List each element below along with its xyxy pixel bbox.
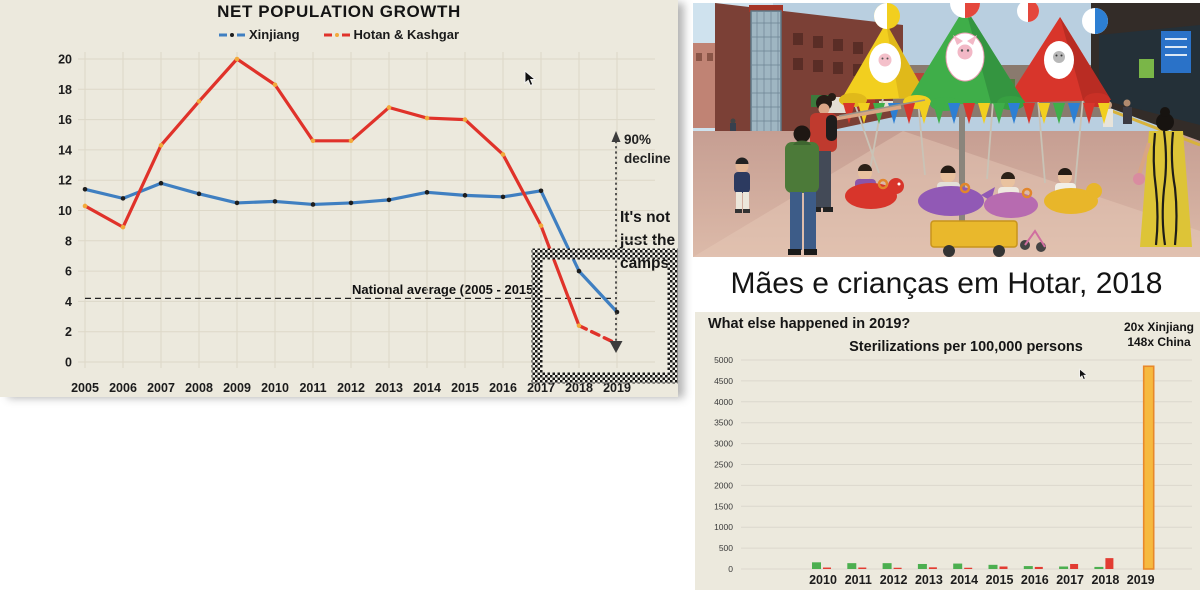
- section-heading: What else happened in 2019?: [708, 316, 911, 332]
- ride-seats: [845, 164, 1102, 218]
- svg-text:8: 8: [65, 234, 72, 248]
- svg-text:2010: 2010: [809, 573, 837, 587]
- svg-text:2018: 2018: [1091, 573, 1119, 587]
- ride-base: [930, 220, 1046, 257]
- svg-text:1500: 1500: [714, 501, 733, 511]
- x-axis-labels: 2005 2006 2007 2008 2009 2010 2011 2012 2013 2014…: [71, 381, 631, 395]
- svg-text:4500: 4500: [714, 376, 733, 386]
- y-axis-labels: 0 500 1000 1500 2000 2500 3000 3500 4000 4500 5000: [714, 355, 733, 574]
- svg-text:16: 16: [58, 113, 72, 127]
- annotation-line-1: 20x Xinjiang: [1123, 320, 1195, 334]
- national-average-label: National average (2005 - 2015): [352, 282, 538, 297]
- svg-text:2007: 2007: [147, 381, 175, 395]
- mouse-cursor-small: [1079, 368, 1088, 380]
- svg-text:2015: 2015: [986, 573, 1014, 587]
- legend-line-icon: [323, 32, 350, 37]
- svg-text:2016: 2016: [1021, 573, 1049, 587]
- svg-text:14: 14: [58, 143, 72, 157]
- svg-text:6: 6: [65, 265, 72, 279]
- svg-text:2018: 2018: [565, 381, 593, 395]
- svg-text:2006: 2006: [109, 381, 137, 395]
- sterilizations-chart-panel: What else happened in 2019? Sterilizatio…: [695, 312, 1200, 590]
- bar-chart: 0 500 1000 1500 2000 2500 3000 3500 4000 4500 5000…: [714, 355, 1192, 587]
- legend-line-icon: [218, 32, 245, 37]
- svg-text:12: 12: [58, 174, 72, 188]
- svg-text:2010: 2010: [261, 381, 289, 395]
- svg-text:2000: 2000: [714, 480, 733, 490]
- bar-chart-title: Sterilizations per 100,000 persons: [849, 339, 1083, 355]
- svg-text:2017: 2017: [527, 381, 555, 395]
- svg-text:1000: 1000: [714, 522, 733, 532]
- x-axis-labels: 2010 2011 2012 2013 2014 2015 2016 2017 2018 2019: [809, 573, 1155, 587]
- legend-item-xinjiang: Xinjiang: [218, 27, 300, 42]
- svg-text:2009: 2009: [223, 381, 251, 395]
- legend-item-hotan-kashgar: Hotan & Kashgar: [323, 27, 460, 42]
- markers: [82, 56, 620, 347]
- bars: [812, 365, 1155, 570]
- grid: [78, 52, 655, 368]
- svg-text:18: 18: [58, 83, 72, 97]
- markers: [82, 180, 620, 315]
- svg-text:0: 0: [65, 356, 72, 370]
- svg-text:2005: 2005: [71, 381, 99, 395]
- glass-tower: [749, 5, 783, 150]
- svg-text:500: 500: [719, 543, 733, 553]
- y-axis-labels: 0 2 4 6 8 10 12 14 16 18 20: [58, 53, 72, 370]
- decline-annotation: 90% decline: [624, 132, 671, 166]
- svg-text:4: 4: [65, 295, 72, 309]
- ride-rods: [852, 97, 1084, 186]
- svg-text:2012: 2012: [337, 381, 365, 395]
- photo-scene: [693, 3, 1200, 257]
- right-building: [1090, 3, 1200, 147]
- svg-text:2016: 2016: [489, 381, 517, 395]
- svg-text:2019: 2019: [603, 381, 631, 395]
- carousel: [839, 3, 1111, 257]
- legend-label: Hotan & Kashgar: [353, 27, 460, 42]
- legend-label: Xinjiang: [248, 27, 300, 42]
- mouse-cursor: [524, 70, 537, 86]
- photo-caption: Mães e crianças em Hotar, 2018: [693, 258, 1200, 310]
- svg-text:2013: 2013: [375, 381, 403, 395]
- buildings-left: [693, 3, 903, 155]
- population-chart-panel: NET POPULATION GROWTH Xinjiang Hotan & Ka…: [0, 0, 678, 397]
- annotation-line-2: 148x China: [1127, 335, 1191, 349]
- svg-text:2500: 2500: [714, 460, 733, 470]
- grid: [741, 359, 1192, 570]
- svg-text:2011: 2011: [845, 573, 872, 587]
- camps-annotation: It's not just the camps: [620, 209, 676, 272]
- chart-legend: Xinjiang Hotan & Kashgar: [0, 27, 678, 42]
- svg-text:3500: 3500: [714, 418, 733, 428]
- bystanders: [734, 93, 1192, 255]
- line-chart: 0 2 4 6 8 10 12 14 16 18 20 2005 2006 2007 2008 2009 201…: [58, 52, 678, 395]
- svg-text:2008: 2008: [185, 381, 213, 395]
- svg-text:2015: 2015: [451, 381, 479, 395]
- canopy-cones: [839, 3, 1111, 111]
- photo-carousel-hotan: [693, 3, 1200, 257]
- svg-text:20: 20: [58, 53, 72, 67]
- multiplier-annotation: 20x Xinjiang 148x China: [1119, 320, 1199, 350]
- chart-title: NET POPULATION GROWTH: [217, 2, 461, 21]
- svg-text:2017: 2017: [1056, 573, 1084, 587]
- svg-text:2011: 2011: [299, 381, 326, 395]
- svg-text:2019: 2019: [1127, 573, 1155, 587]
- svg-text:2013: 2013: [915, 573, 943, 587]
- svg-text:3000: 3000: [714, 439, 733, 449]
- svg-text:4000: 4000: [714, 397, 733, 407]
- svg-text:2014: 2014: [413, 381, 441, 395]
- svg-text:5000: 5000: [714, 355, 733, 365]
- svg-text:2012: 2012: [880, 573, 908, 587]
- svg-text:0: 0: [728, 564, 733, 574]
- svg-text:2: 2: [65, 325, 72, 339]
- svg-text:2014: 2014: [950, 573, 978, 587]
- svg-text:10: 10: [58, 204, 72, 218]
